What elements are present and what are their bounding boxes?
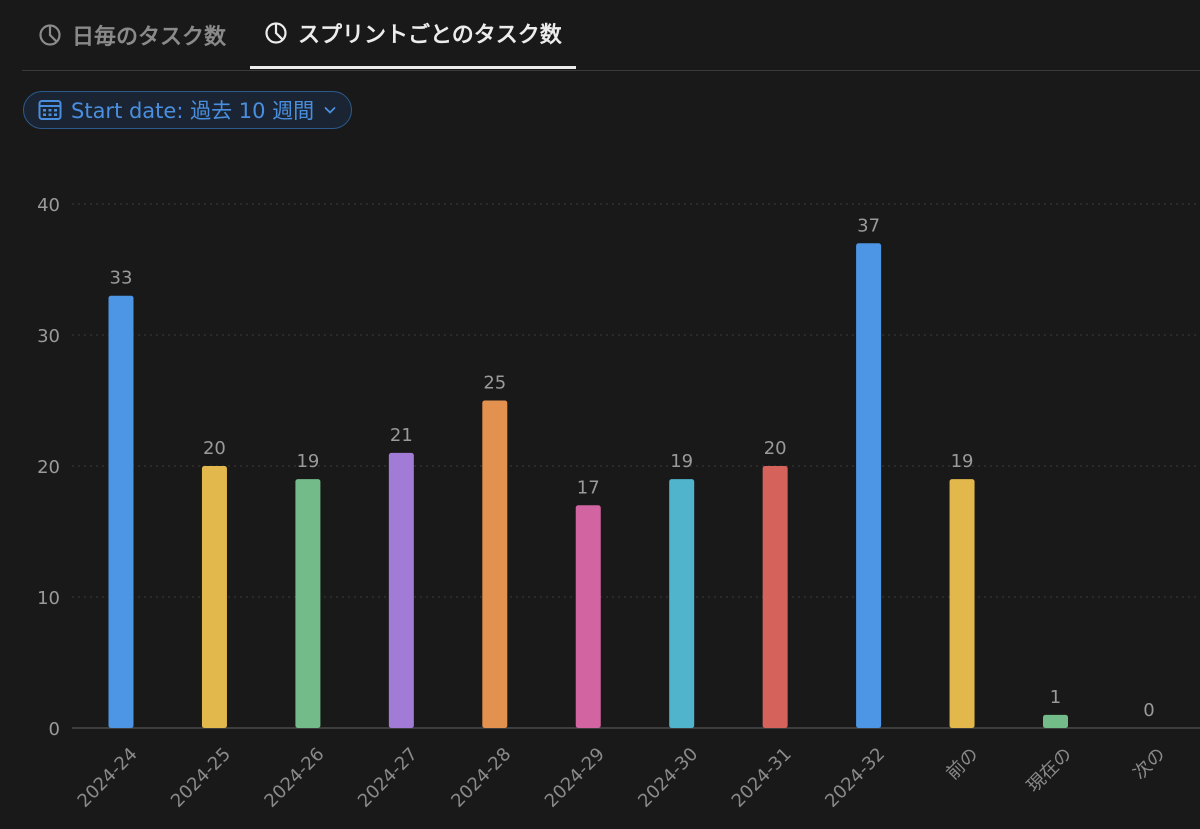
y-tick-label: 10 <box>37 588 60 609</box>
pie-chart-icon <box>265 22 287 44</box>
data-label: 25 <box>483 373 506 394</box>
start-date-filter-button[interactable]: Start date: 過去 10 週間 <box>23 91 353 129</box>
x-tick-label: 2024-24 <box>74 744 142 812</box>
calendar-icon <box>38 100 62 120</box>
bar <box>388 452 414 728</box>
y-tick-label: 0 <box>49 719 60 740</box>
x-tick-label: 次の <box>1129 744 1169 784</box>
tab-daily-task-count[interactable]: 日毎のタスク数 <box>24 0 240 69</box>
data-label: 1 <box>1050 687 1061 708</box>
data-label: 20 <box>203 438 226 459</box>
bar <box>575 505 601 728</box>
bar <box>295 479 321 728</box>
pie-chart-icon <box>39 23 61 46</box>
data-label: 0 <box>1143 700 1154 721</box>
x-tick-label: 2024-27 <box>354 744 422 812</box>
x-tick-label: 2024-31 <box>728 744 796 812</box>
x-tick-label: 2024-28 <box>447 744 515 812</box>
bar <box>482 400 508 728</box>
data-label: 20 <box>764 438 787 459</box>
data-label: 19 <box>951 451 974 472</box>
bar <box>1043 714 1068 728</box>
data-label: 37 <box>857 215 880 236</box>
x-tick-label: 2024-26 <box>260 744 328 812</box>
x-tick-label: 2024-25 <box>167 744 235 812</box>
tab-label: スプリントごとのタスク数 <box>298 23 562 48</box>
y-tick-label: 20 <box>37 457 60 478</box>
data-label: 17 <box>577 477 600 498</box>
bar <box>856 243 882 729</box>
tab-bar: 日毎のタスク数 スプリントごとのタスク数 <box>22 0 1200 71</box>
x-tick-label: 現在の <box>1023 744 1076 797</box>
chevron-down-icon <box>324 107 336 114</box>
x-tick-label: 2024-32 <box>821 744 889 812</box>
data-label: 33 <box>110 268 133 289</box>
x-tick-label: 前の <box>942 744 982 784</box>
bar <box>949 479 975 728</box>
bar-chart: 010203040332024-24202024-25192024-262120… <box>37 195 1200 812</box>
tab-sprint-task-count[interactable]: スプリントごとのタスク数 <box>250 0 576 69</box>
y-tick-label: 30 <box>37 326 60 347</box>
data-label: 21 <box>390 425 413 446</box>
data-label: 19 <box>670 451 693 472</box>
y-tick-label: 40 <box>37 195 60 216</box>
data-label: 19 <box>296 451 319 472</box>
bar <box>669 479 695 728</box>
x-tick-label: 2024-29 <box>541 744 609 812</box>
filter-label: Start date: 過去 10 週間 <box>71 99 315 123</box>
bar <box>201 466 227 728</box>
x-tick-label: 2024-30 <box>634 744 702 812</box>
bar <box>108 295 134 728</box>
tab-label: 日毎のタスク数 <box>72 24 227 50</box>
bar <box>762 466 788 728</box>
